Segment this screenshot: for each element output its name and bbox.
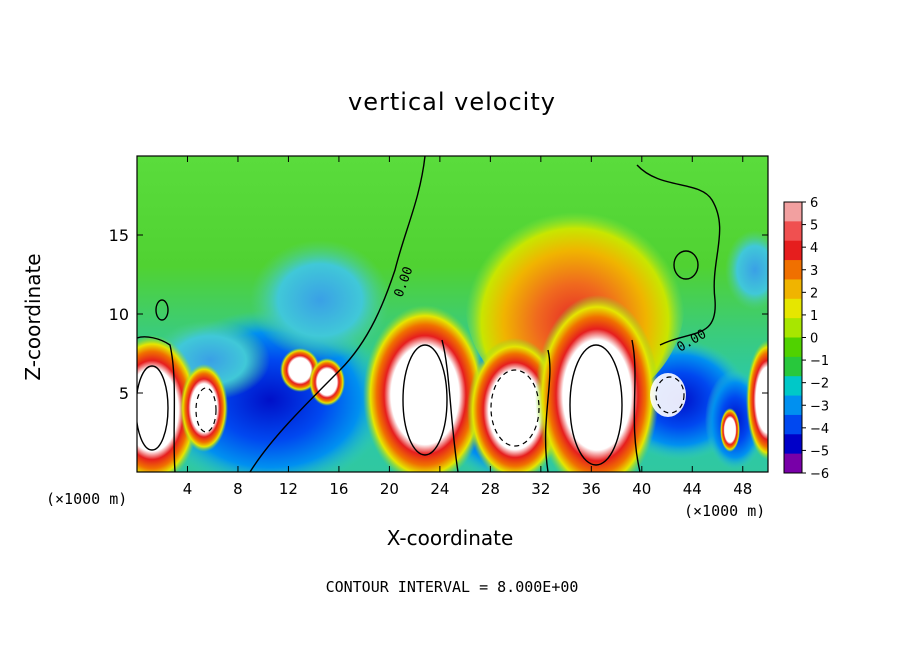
colorbar-tick-label: 4 bbox=[810, 241, 818, 256]
chart-title: vertical velocity bbox=[348, 88, 556, 116]
x-tick-label: 24 bbox=[430, 480, 449, 498]
colorbar-tick-label: 6 bbox=[810, 196, 818, 211]
colorbar-swatch bbox=[784, 337, 802, 358]
contour-interval-note: CONTOUR INTERVAL = 8.000E+00 bbox=[325, 578, 579, 596]
x-tick-label: 16 bbox=[329, 480, 348, 498]
x-tick-label: 20 bbox=[380, 480, 399, 498]
x-tick-label: 12 bbox=[279, 480, 298, 498]
x-tick-label: 4 bbox=[183, 480, 193, 498]
colorbar-swatch bbox=[784, 434, 802, 455]
y-tick-label: 15 bbox=[109, 226, 129, 245]
colorbar-tick-label: −6 bbox=[810, 467, 829, 482]
x-unit-label-right: (×1000 m) bbox=[684, 502, 766, 520]
colorbar-swatch bbox=[784, 240, 802, 261]
y-axis-ticks: 5 10 15 bbox=[109, 226, 768, 403]
heatmap-field bbox=[137, 156, 768, 472]
colorbar-tick-label: 2 bbox=[810, 286, 818, 301]
colorbar-tick-label: −2 bbox=[810, 377, 829, 392]
colorbar-swatch bbox=[784, 298, 802, 319]
colorbar-tick-label: −3 bbox=[810, 399, 829, 414]
colorbar: 6 5 4 3 2 1 0 −1 −2 −3 −4 −5 −6 bbox=[783, 196, 829, 482]
x-unit-label-left: (×1000 m) bbox=[46, 490, 128, 508]
colorbar-swatch bbox=[784, 279, 802, 300]
y-tick-label: 10 bbox=[109, 305, 129, 324]
x-tick-label: 8 bbox=[233, 480, 243, 498]
x-axis-ticks: 4 8 12 16 20 24 28 32 36 40 44 48 bbox=[183, 156, 752, 498]
x-tick-label: 40 bbox=[632, 480, 651, 498]
x-tick-label: 48 bbox=[733, 480, 752, 498]
colorbar-tick-label: 0 bbox=[810, 332, 818, 347]
colorbar-swatch bbox=[784, 453, 802, 474]
colorbar-swatch bbox=[784, 356, 802, 377]
colorbar-swatch bbox=[784, 260, 802, 280]
x-tick-label: 44 bbox=[683, 480, 702, 498]
colorbar-tick-label: 3 bbox=[810, 264, 818, 279]
colorbar-swatch bbox=[784, 376, 802, 397]
colorbar-tick-label: 1 bbox=[810, 309, 818, 324]
colorbar-swatch bbox=[784, 395, 802, 416]
colorbar-tick-label: −1 bbox=[810, 354, 829, 369]
x-axis-label: X-coordinate bbox=[386, 526, 514, 550]
x-tick-label: 28 bbox=[481, 480, 500, 498]
x-tick-label: 36 bbox=[582, 480, 601, 498]
y-tick-label: 5 bbox=[119, 384, 129, 403]
colorbar-swatch bbox=[784, 202, 802, 222]
colorbar-swatch bbox=[784, 221, 802, 242]
colorbar-swatch bbox=[784, 318, 802, 338]
colorbar-tick-label: −4 bbox=[810, 422, 829, 437]
colorbar-tick-label: 5 bbox=[810, 219, 818, 234]
colorbar-swatch bbox=[784, 414, 802, 435]
x-tick-label: 32 bbox=[531, 480, 550, 498]
colorbar-tick-label: −5 bbox=[810, 444, 829, 459]
